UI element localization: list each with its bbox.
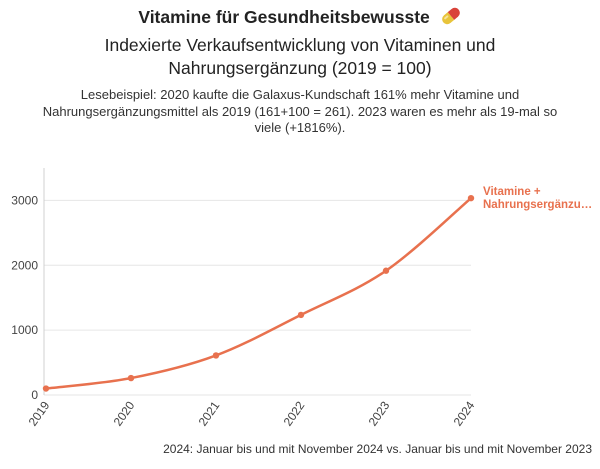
y-tick-label: 3000 [11,193,38,207]
series-label-line-2: Nahrungsergänzu… [483,199,592,211]
chart-title-text: Vitamine für Gesundheitsbewusste [138,7,430,28]
data-point [127,374,135,382]
reading-line-2: Nahrungsergänzungsmittel als 2019 (161+1… [42,103,558,119]
footnote: 2024: Januar bis und mit November 2024 v… [163,442,592,456]
chart-subtitle: Indexierte Verkaufsentwicklung von Vitam… [0,34,600,80]
subtitle-line-1: Indexierte Verkaufsentwicklung von Vitam… [104,35,496,55]
reading-line-1: Lesebeispiel: 2020 kaufte die Galaxus-Ku… [80,87,520,102]
x-tick-label: 2024 [451,398,478,428]
data-point [382,267,390,274]
chart-header: Vitamine für Gesundheitsbewusste Indexie… [0,0,600,137]
x-tick-label: 2023 [366,398,393,428]
reading-line-3: viele (+1816%). [254,120,346,135]
y-tick-label: 0 [31,388,38,402]
reading-example: Lesebeispiel: 2020 kaufte die Galaxus-Ku… [14,87,586,137]
x-tick-label: 2022 [281,398,308,428]
x-tick-label: 2019 [26,398,53,428]
data-point [467,194,475,202]
x-tick-label: 2021 [196,398,223,428]
subtitle-line-2: Nahrungsergänzung (2019 = 100) [168,58,432,78]
x-tick-label: 2020 [111,398,138,428]
series-line [44,196,473,390]
series-label-line-1: Vitamine + [483,186,541,198]
y-tick-label: 2000 [11,258,38,272]
chart-title: Vitamine für Gesundheitsbewusste [0,0,600,31]
data-point [297,311,305,319]
data-point [212,352,220,359]
y-tick-label: 1000 [11,323,38,337]
data-point [42,385,50,392]
pill-capsule-icon [440,6,462,31]
